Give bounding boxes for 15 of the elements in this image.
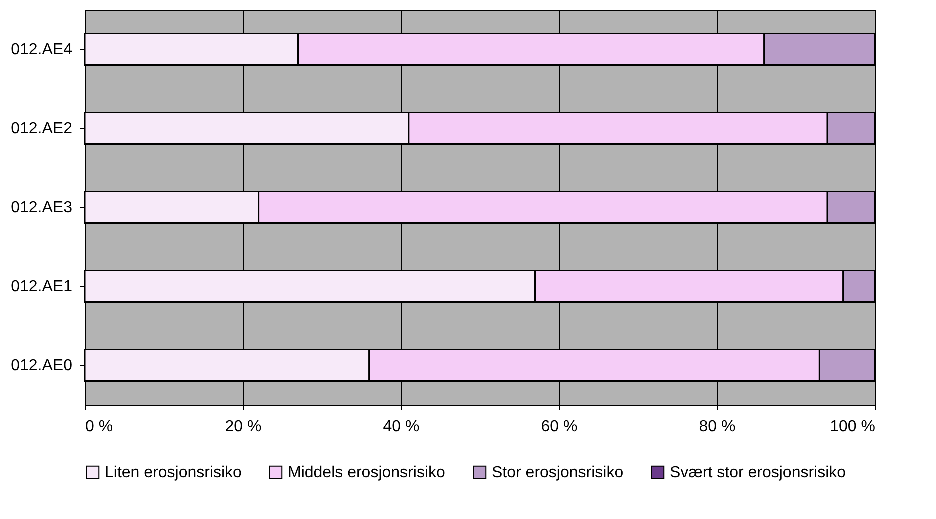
y-tick-label: 012.AE4 — [11, 42, 73, 58]
legend-label: Svært stor erosjonsrisiko — [670, 464, 846, 482]
legend-label: Middels erosjonsrisiko — [288, 464, 446, 482]
y-tick-label: 012.AE3 — [11, 200, 73, 216]
y-tick-label: 012.AE1 — [11, 278, 73, 296]
x-tick-label: 0 % — [86, 418, 114, 436]
legend-label: Stor erosjonsrisiko — [492, 464, 624, 482]
x-tick-label: 20 % — [225, 418, 262, 436]
x-tick-label: 100 % — [830, 418, 876, 436]
legend-label: Liten erosjonsrisiko — [105, 464, 242, 482]
x-tick-label: 40 % — [383, 418, 420, 436]
y-tick-label: 012.AE2 — [11, 120, 73, 138]
y-tick-label: 012.AE0 — [11, 358, 73, 374]
x-tick-label: 60 % — [541, 418, 578, 436]
x-tick-label: 80 % — [699, 418, 736, 436]
